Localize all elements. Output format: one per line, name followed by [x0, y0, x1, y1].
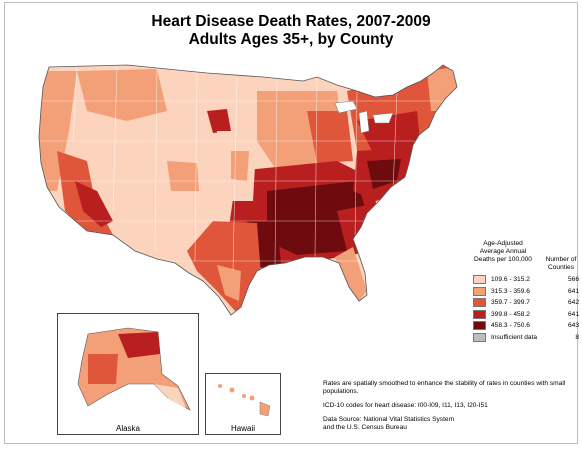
legend-swatch	[473, 332, 486, 342]
legend-count: 641	[567, 287, 579, 295]
smoothing-note: Rates are spatially smoothed to enhance …	[323, 380, 566, 395]
hawaii-map	[218, 384, 271, 417]
alaska-label: Alaska	[115, 424, 140, 433]
icd-note: ICD-10 codes for heart disease: I00-I09,…	[323, 402, 488, 409]
legend-row: 359.7 - 399.7 642	[473, 298, 582, 308]
map-subtitle: Adults Ages 35+, by County	[188, 31, 394, 48]
us-county-map	[38, 64, 458, 316]
alaska-map	[77, 327, 191, 411]
legend-row: 109.6 - 315.2 566	[473, 275, 582, 285]
legend-row: 315.3 - 359.6 641	[473, 286, 582, 297]
legend-row: 399.8 - 458.2 641	[473, 309, 582, 320]
map-frame: Heart Disease Death Rates, 2007-2009 Adu…	[4, 2, 579, 444]
hawaii-label: Hawaii	[230, 424, 255, 433]
legend-count: 642	[567, 299, 579, 306]
map-notes: Rates are spatially smoothed to enhance …	[323, 380, 573, 438]
map-title: Heart Disease Death Rates, 2007-2009	[151, 13, 431, 30]
legend-count: 8	[575, 333, 579, 341]
legend-range: 315.3 - 359.6	[491, 287, 530, 295]
legend-count-heading: Number of Counties	[545, 256, 577, 271]
legend-range: 109.6 - 315.2	[491, 276, 530, 283]
legend-swatch	[473, 321, 486, 330]
legend-row: 458.3 - 750.6 643	[473, 321, 582, 331]
legend-heading: Age-Adjusted Average Annual Deaths per 1…	[474, 240, 532, 263]
hawaii-inset: Hawaii	[205, 373, 281, 435]
legend-range: Insufficient data	[491, 333, 538, 341]
legend-row: Insufficient data 8	[473, 332, 582, 343]
legend-swatch	[473, 275, 486, 284]
alaska-inset: Alaska	[57, 313, 199, 435]
source-note: Data Source: National Vital Statistics S…	[323, 416, 455, 431]
legend-swatch	[473, 298, 486, 307]
legend-range: 458.3 - 750.6	[491, 322, 530, 329]
legend-swatch	[473, 309, 486, 319]
legend-range: 359.7 - 399.7	[491, 299, 530, 306]
legend-range: 399.8 - 458.2	[491, 310, 530, 318]
legend-count: 566	[567, 276, 579, 283]
legend-count: 643	[567, 322, 579, 329]
legend-count: 641	[567, 310, 579, 318]
legend-swatch	[473, 286, 486, 296]
